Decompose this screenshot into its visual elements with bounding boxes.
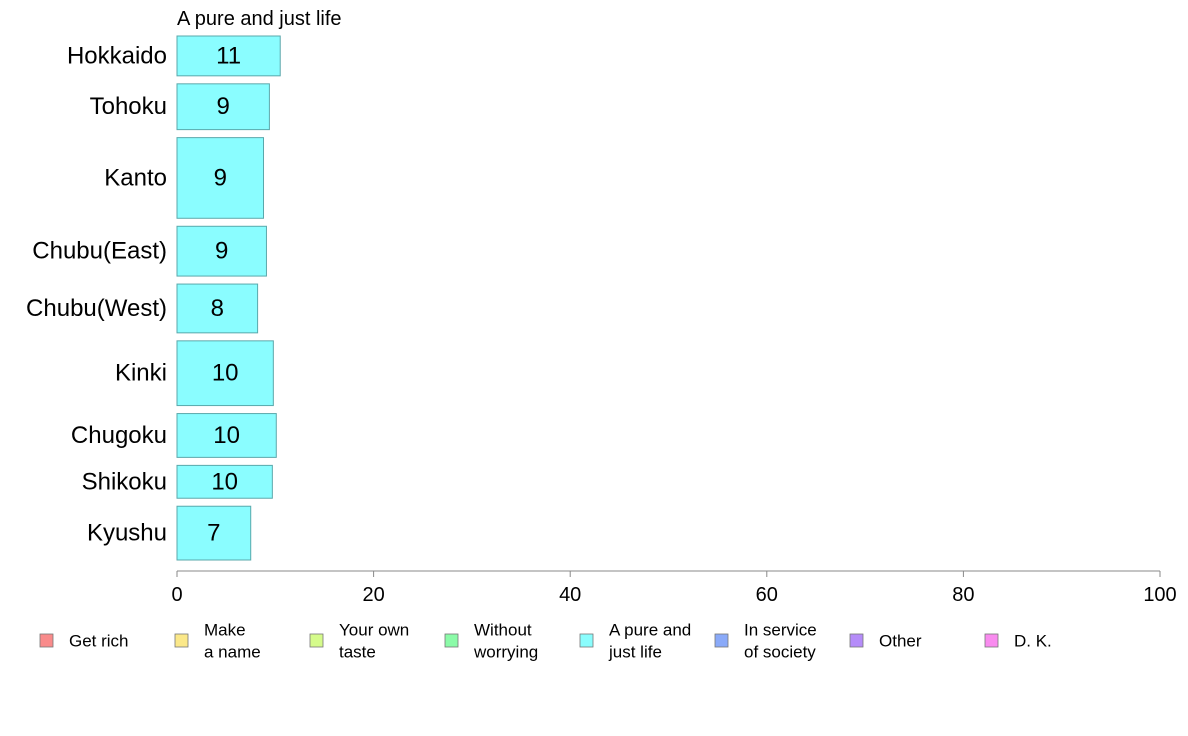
data-label-kanto: 9 <box>214 164 227 191</box>
bar-chugoku <box>176 413 277 458</box>
legend-swatch-without-worrying <box>444 633 459 648</box>
legend-label: a name <box>204 643 261 662</box>
bar-chubu-east <box>176 225 267 277</box>
category-label-kyushu: Kyushu <box>87 520 167 547</box>
x-tick-label: 0 <box>171 584 182 606</box>
category-label-kanto: Kanto <box>104 164 167 191</box>
legend-swatch-d-k <box>984 633 999 648</box>
bar-shikoku <box>176 464 273 499</box>
legend-label: Your own <box>339 621 409 640</box>
legend-label: Make <box>204 621 246 640</box>
bar-hokkaido <box>176 35 281 77</box>
legend-label: just life <box>608 643 662 662</box>
data-label-chugoku: 10 <box>213 422 240 449</box>
legend-swatch-get-rich <box>39 633 54 648</box>
x-axis: 0 20 40 60 80 100 <box>171 570 1177 606</box>
bar-chubu-west <box>176 283 259 334</box>
x-tick-label: 20 <box>362 584 384 606</box>
data-label-chubu-west: 8 <box>211 295 224 322</box>
data-label-shikoku: 10 <box>211 468 238 495</box>
category-label-kinki: Kinki <box>115 360 167 387</box>
data-label-hokkaido: 11 <box>216 42 241 69</box>
legend-label: Other <box>879 632 922 651</box>
x-tick-label: 100 <box>1143 584 1176 606</box>
legend-label: A pure and <box>609 621 691 640</box>
data-label-kinki: 10 <box>212 360 239 387</box>
legend-label: of society <box>744 643 816 662</box>
bar-tohoku <box>176 83 270 131</box>
data-label-kyushu: 7 <box>207 520 220 547</box>
bar-kanto <box>176 137 265 219</box>
chart-title: A pure and just life <box>177 8 342 30</box>
legend-label: worrying <box>473 643 538 662</box>
legend: Get rich Make a name Your own taste Without wo… <box>39 621 1052 662</box>
legend-swatch-in-service-of-society <box>714 633 729 648</box>
category-label-chugoku: Chugoku <box>71 422 167 449</box>
legend-swatch-a-pure-and-just-life <box>579 633 594 648</box>
category-label-chubu-west: Chubu(West) <box>26 295 167 322</box>
legend-swatch-your-own-taste <box>309 633 324 648</box>
x-tick-label: 60 <box>756 584 778 606</box>
category-label-tohoku: Tohoku <box>90 93 167 120</box>
bar-kinki <box>176 340 274 407</box>
x-tick-label: 80 <box>952 584 974 606</box>
category-label-hokkaido: Hokkaido <box>67 42 167 69</box>
category-label-chubu-east: Chubu(East) <box>32 238 167 265</box>
bars: Hokkaido 11 Tohoku 9 Kanto 9 Chubu(East) 9 Chubu… <box>26 35 281 561</box>
bar-kyushu <box>176 505 252 561</box>
legend-label: Without <box>474 621 532 640</box>
legend-swatch-other <box>849 633 864 648</box>
data-label-tohoku: 9 <box>217 93 230 120</box>
data-label-chubu-east: 9 <box>215 238 228 265</box>
legend-swatch-make-a-name <box>174 633 189 648</box>
legend-label: D. K. <box>1014 632 1052 651</box>
legend-label: Get rich <box>69 632 129 651</box>
x-tick-label: 40 <box>559 584 581 606</box>
legend-label: In service <box>744 621 817 640</box>
legend-label: taste <box>339 643 376 662</box>
category-label-shikoku: Shikoku <box>82 468 167 495</box>
